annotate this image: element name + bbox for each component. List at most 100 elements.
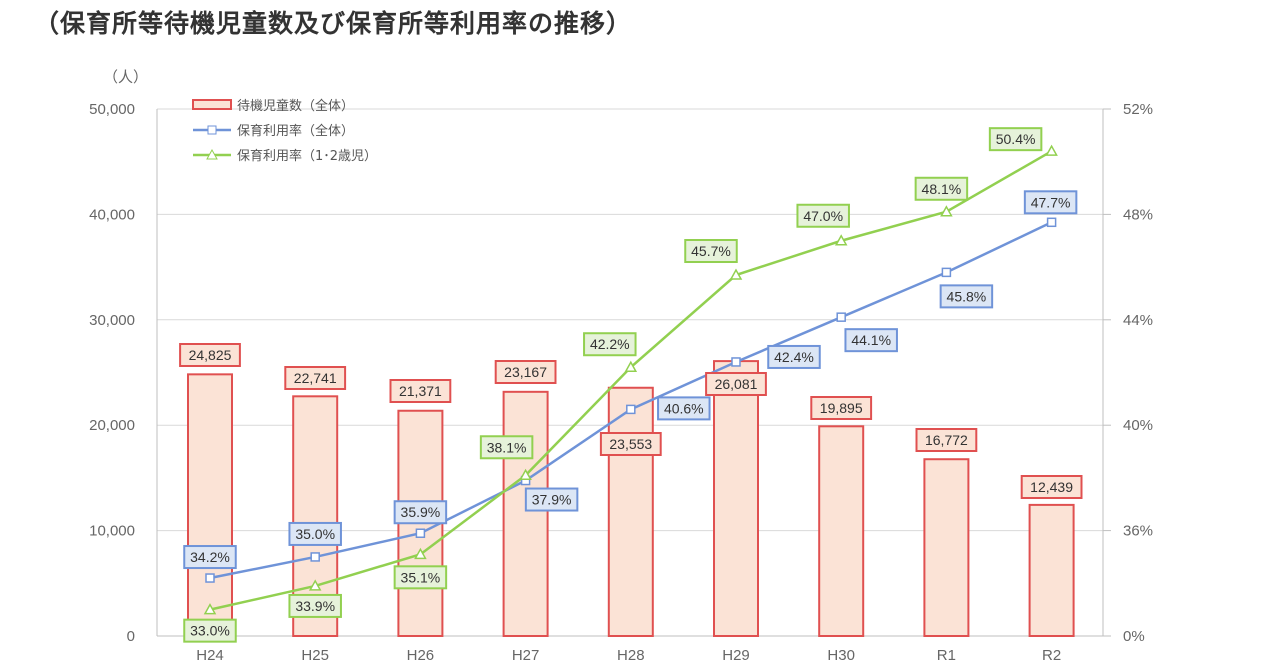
line-data-label: 42.2% <box>590 336 630 352</box>
line-data-label-box <box>583 332 637 357</box>
line-data-label: 44.1% <box>851 332 891 348</box>
x-tick-label: H26 <box>407 647 435 664</box>
line-data-label-box <box>914 176 969 201</box>
point-marker <box>1045 144 1058 156</box>
line-data-label: 35.0% <box>295 526 335 542</box>
line-data-label-box <box>657 396 711 421</box>
point-marker <box>941 267 952 278</box>
y-left-tick-label: 10,000 <box>89 523 135 540</box>
line-data-label: 34.2% <box>190 549 230 565</box>
legend-marker-triangle <box>206 148 218 160</box>
x-tick-label: H29 <box>722 647 750 664</box>
line-data-label-box <box>684 239 738 264</box>
bar <box>923 458 970 637</box>
y-right-tick-label: 52% <box>1123 101 1153 118</box>
line-data-label: 38.1% <box>487 439 527 455</box>
bar-data-label-box <box>389 379 452 403</box>
x-tick-label: H25 <box>301 647 329 664</box>
line-data-label-box <box>767 344 821 369</box>
point-marker <box>729 268 743 280</box>
y-left-tick-label: 0 <box>127 628 135 645</box>
legend-label: 保育利用率（全体） <box>237 123 354 139</box>
line-data-label: 40.6% <box>664 400 704 416</box>
bar <box>1028 503 1075 637</box>
x-tick-label: R1 <box>937 647 956 664</box>
bar-data-label-box <box>705 372 767 396</box>
y-right-tick-label: 40% <box>1123 417 1153 434</box>
bar <box>607 386 654 637</box>
legend-marker-square <box>207 125 217 135</box>
bar-data-label-box <box>179 343 241 367</box>
line-data-label: 33.0% <box>190 623 230 639</box>
bar-data-label-box <box>494 360 557 384</box>
point-marker <box>834 234 848 246</box>
y-left-unit-label: （人） <box>103 69 148 86</box>
y-left-tick-label: 50,000 <box>89 101 135 118</box>
bar-data-label: 16,772 <box>925 432 968 448</box>
point-marker <box>731 357 741 367</box>
point-marker <box>626 404 636 415</box>
legend-label: 待機児童数（全体） <box>237 98 354 114</box>
line-data-label-box <box>288 521 342 546</box>
point-marker <box>415 528 426 538</box>
y-left-tick-label: 30,000 <box>89 312 135 329</box>
line-data-label-box <box>1023 190 1078 215</box>
line-data-label: 50.4% <box>996 131 1036 147</box>
line-data-label: 47.7% <box>1031 194 1071 210</box>
point-marker <box>624 360 638 372</box>
y-right-tick-label: 36% <box>1123 523 1153 540</box>
point-marker <box>519 468 532 481</box>
bar-data-label: 22,741 <box>294 370 337 386</box>
bar-data-label-box <box>810 396 873 420</box>
line-data-label-box <box>479 435 534 460</box>
line-data-label-box <box>844 328 898 353</box>
y-right-tick-label: 44% <box>1123 312 1153 329</box>
line-data-label-box <box>988 127 1043 152</box>
bar <box>187 373 233 637</box>
point-marker <box>414 547 427 560</box>
bar-data-label: 26,081 <box>715 376 758 392</box>
line-data-label: 47.0% <box>803 208 843 224</box>
bar-data-label: 24,825 <box>189 347 232 363</box>
y-right-tick-label: 0% <box>1123 628 1145 645</box>
bar-data-label-box <box>284 366 347 390</box>
bar-data-label-box <box>599 432 662 456</box>
y-right-tick-label: 48% <box>1123 206 1153 223</box>
bar <box>713 360 759 637</box>
x-tick-label: H30 <box>827 647 855 664</box>
bar-data-label: 12,439 <box>1030 479 1073 495</box>
x-tick-label: R2 <box>1042 647 1061 664</box>
line-data-label: 45.8% <box>947 288 987 304</box>
bar <box>502 390 549 637</box>
line-data-label-box <box>939 284 994 309</box>
legend-label: 保育利用率（1･2歳児） <box>237 148 377 164</box>
point-marker <box>308 579 322 591</box>
line-data-label-box <box>288 593 342 618</box>
point-marker <box>1046 217 1057 228</box>
line-data-label: 48.1% <box>922 181 962 197</box>
point-marker <box>310 552 320 562</box>
bar-data-label-box <box>915 428 978 452</box>
bar-data-label-box <box>1020 475 1083 499</box>
bar-data-label: 23,553 <box>609 436 652 452</box>
line-data-label-box <box>393 500 448 525</box>
line-data-label: 37.9% <box>532 492 572 508</box>
point-marker <box>205 573 215 583</box>
point-marker <box>203 603 217 615</box>
y-left-tick-label: 40,000 <box>89 206 135 223</box>
line-data-label-box <box>183 618 237 643</box>
bar-data-label: 23,167 <box>504 364 547 380</box>
legend-swatch-bar <box>192 99 232 110</box>
line-data-label-box <box>796 203 850 228</box>
point-marker <box>836 312 846 322</box>
line-data-label-box <box>524 487 579 512</box>
line-data-label: 45.7% <box>691 243 731 259</box>
line-data-label-box <box>393 565 448 590</box>
point-marker <box>940 205 953 217</box>
line-data-label: 35.1% <box>401 569 441 585</box>
line-data-label-box <box>183 545 237 570</box>
chart-title: （保育所等待機児童数及び保育所等利用率の推移） <box>34 9 633 38</box>
bar-data-label: 21,371 <box>399 383 442 399</box>
bar-data-label: 19,895 <box>820 400 863 416</box>
